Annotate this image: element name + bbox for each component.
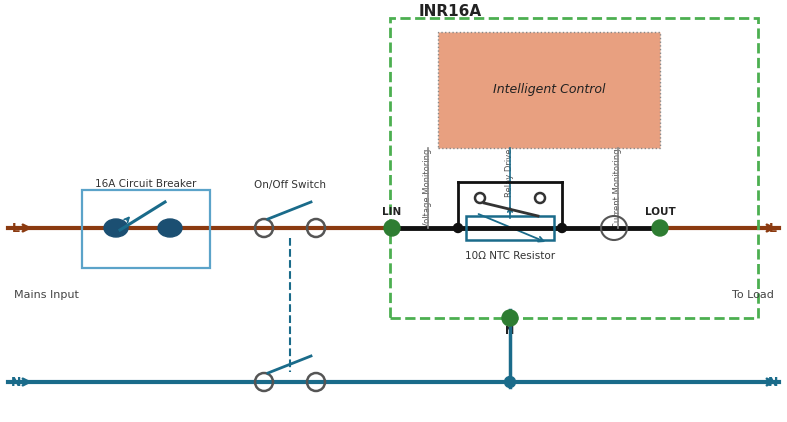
Circle shape: [384, 220, 400, 236]
Text: Voltage Monitoring: Voltage Monitoring: [423, 148, 433, 228]
Text: N: N: [11, 376, 21, 389]
Text: INR16A: INR16A: [419, 5, 482, 19]
Text: Relay Drive: Relay Drive: [505, 149, 515, 197]
Text: Mains Input: Mains Input: [14, 290, 79, 300]
Bar: [82, 190, 210, 268]
Circle shape: [504, 376, 515, 387]
Text: LOUT: LOUT: [645, 207, 675, 217]
Text: LIN: LIN: [382, 207, 401, 217]
Text: L: L: [769, 222, 777, 235]
Circle shape: [502, 310, 518, 326]
Ellipse shape: [104, 219, 128, 237]
Text: To Load: To Load: [732, 290, 774, 300]
Text: Intelligent Control: Intelligent Control: [493, 84, 605, 97]
Text: On/Off Switch: On/Off Switch: [254, 180, 326, 190]
Text: N: N: [768, 376, 778, 389]
Text: 16A Circuit Breaker: 16A Circuit Breaker: [95, 179, 197, 189]
Bar: [438, 32, 660, 148]
Bar: [466, 216, 554, 240]
Bar: [390, 18, 758, 318]
Text: Current Monitoring: Current Monitoring: [614, 148, 623, 228]
Ellipse shape: [158, 219, 182, 237]
Text: L: L: [12, 222, 20, 235]
Text: N: N: [505, 326, 515, 336]
Text: 10Ω NTC Resistor: 10Ω NTC Resistor: [465, 251, 555, 261]
Circle shape: [453, 224, 463, 233]
Circle shape: [652, 220, 668, 236]
Circle shape: [557, 224, 567, 233]
